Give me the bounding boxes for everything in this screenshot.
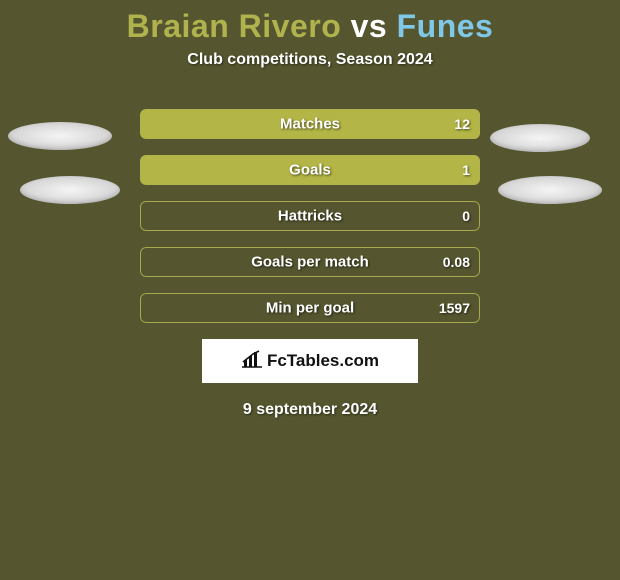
fctables-logo: FcTables.com [202, 339, 418, 383]
title-player1: Braian Rivero [127, 8, 342, 44]
bar-chart-icon [241, 350, 263, 373]
bar-row: Hattricks 0 [140, 201, 480, 231]
bar-row: Min per goal 1597 [140, 293, 480, 323]
bar-label: Goals [289, 162, 331, 179]
page-title: Braian Rivero vs Funes [0, 0, 620, 51]
bar-label: Min per goal [266, 300, 354, 317]
bar-value: 1597 [439, 300, 470, 316]
stats-bars: Matches 12 Goals 1 Hattricks 0 Goals per… [140, 109, 480, 323]
date-label: 9 september 2024 [0, 401, 620, 419]
avatar-placeholder-left-1 [8, 122, 112, 150]
title-player2: Funes [397, 8, 494, 44]
bar-label: Hattricks [278, 208, 342, 225]
bar-value: 1 [462, 162, 470, 178]
bar-row: Goals per match 0.08 [140, 247, 480, 277]
subtitle: Club competitions, Season 2024 [0, 51, 620, 69]
avatar-placeholder-left-2 [20, 176, 120, 204]
logo-text: FcTables.com [267, 351, 379, 371]
bar-label: Matches [280, 116, 340, 133]
bar-value: 12 [454, 116, 470, 132]
bar-label: Goals per match [251, 254, 369, 271]
bar-value: 0.08 [443, 254, 470, 270]
bar-row: Matches 12 [140, 109, 480, 139]
title-vs: vs [351, 8, 388, 44]
avatar-placeholder-right-2 [498, 176, 602, 204]
bar-value: 0 [462, 208, 470, 224]
bar-row: Goals 1 [140, 155, 480, 185]
avatar-placeholder-right-1 [490, 124, 590, 152]
